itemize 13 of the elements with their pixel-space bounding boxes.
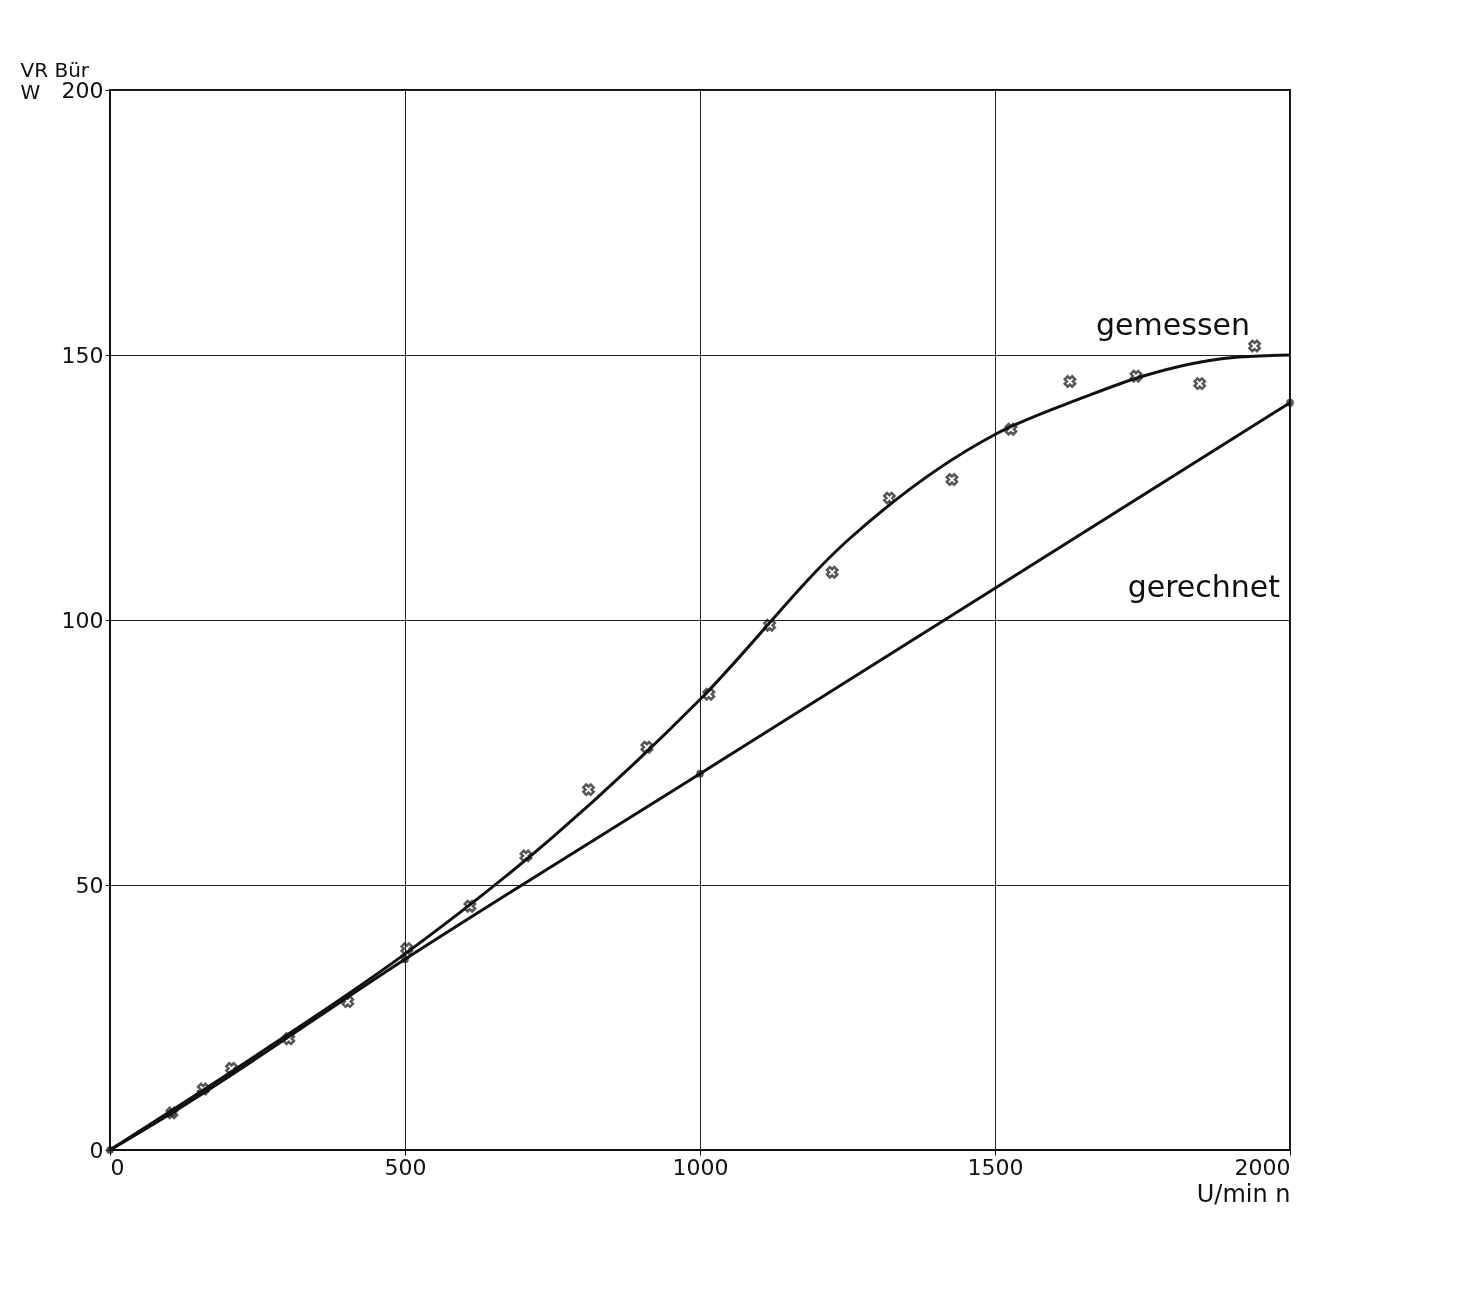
y-tick-label: 100: [61, 607, 104, 633]
series-label: gemessen: [1096, 307, 1250, 342]
y-tick-label: 0: [89, 1137, 104, 1163]
x-tick-label: 500: [384, 1154, 427, 1180]
text: U/min n: [1196, 1179, 1291, 1208]
series-label: gerechnet: [1127, 568, 1281, 604]
text: W: [20, 79, 41, 104]
y-tick-label: 50: [75, 872, 104, 898]
x-tick-label: 1500: [967, 1154, 1024, 1180]
x-tick-label: 0: [110, 1154, 125, 1180]
x-tick-label: 2000: [1234, 1154, 1291, 1180]
y-tick-label: 150: [61, 342, 104, 368]
x-tick-label: 1000: [672, 1154, 729, 1180]
